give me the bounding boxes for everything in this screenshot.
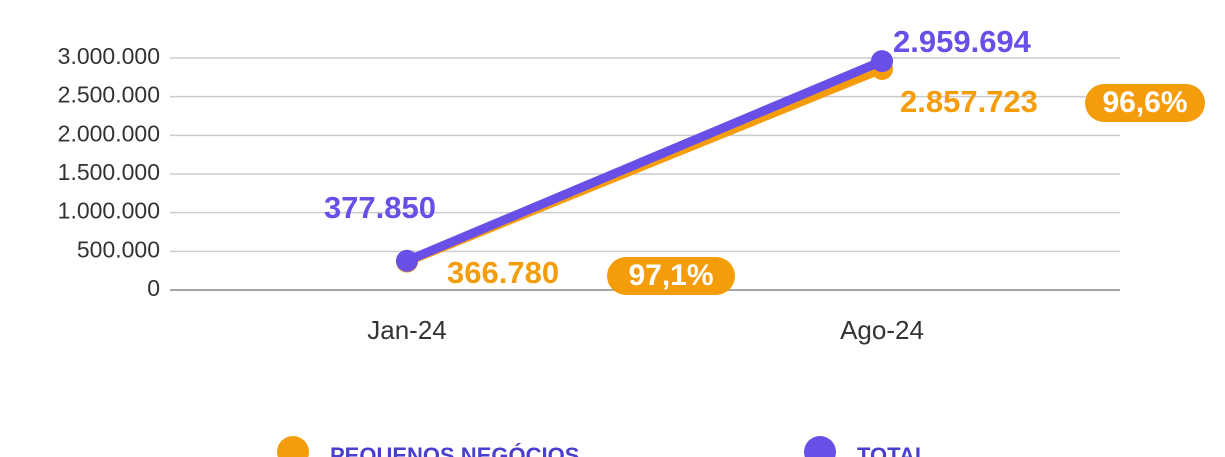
value-label: 2.857.723 [900,84,1038,119]
y-tick-label: 2.000.000 [58,120,160,146]
legend-label: PEQUENOS NEGÓCIOS [330,443,579,457]
badge [607,257,735,295]
y-tick-label: 500.000 [77,236,160,262]
x-tick-label: Ago-24 [840,315,924,345]
value-label: 2.959.694 [893,24,1032,59]
y-tick-label: 2.500.000 [58,82,160,108]
legend-marker [804,436,836,457]
badge-label: 97,1% [628,259,713,292]
badge [1085,84,1205,122]
y-tick-label: 1.000.000 [58,198,160,224]
y-tick-label: 1.500.000 [58,159,160,185]
line [402,56,887,266]
y-tick-label: 0 [147,275,160,301]
badge-label: 96,6% [1102,86,1187,119]
point [396,249,418,272]
point [871,50,893,73]
legend-label: TOTAL [857,443,928,457]
legend-marker [277,436,309,457]
y-tick-label: 3.000.000 [58,43,160,69]
x-tick-label: Jan-24 [367,315,447,345]
value-label: 366.780 [447,255,559,290]
value-label: 377.850 [324,190,436,225]
